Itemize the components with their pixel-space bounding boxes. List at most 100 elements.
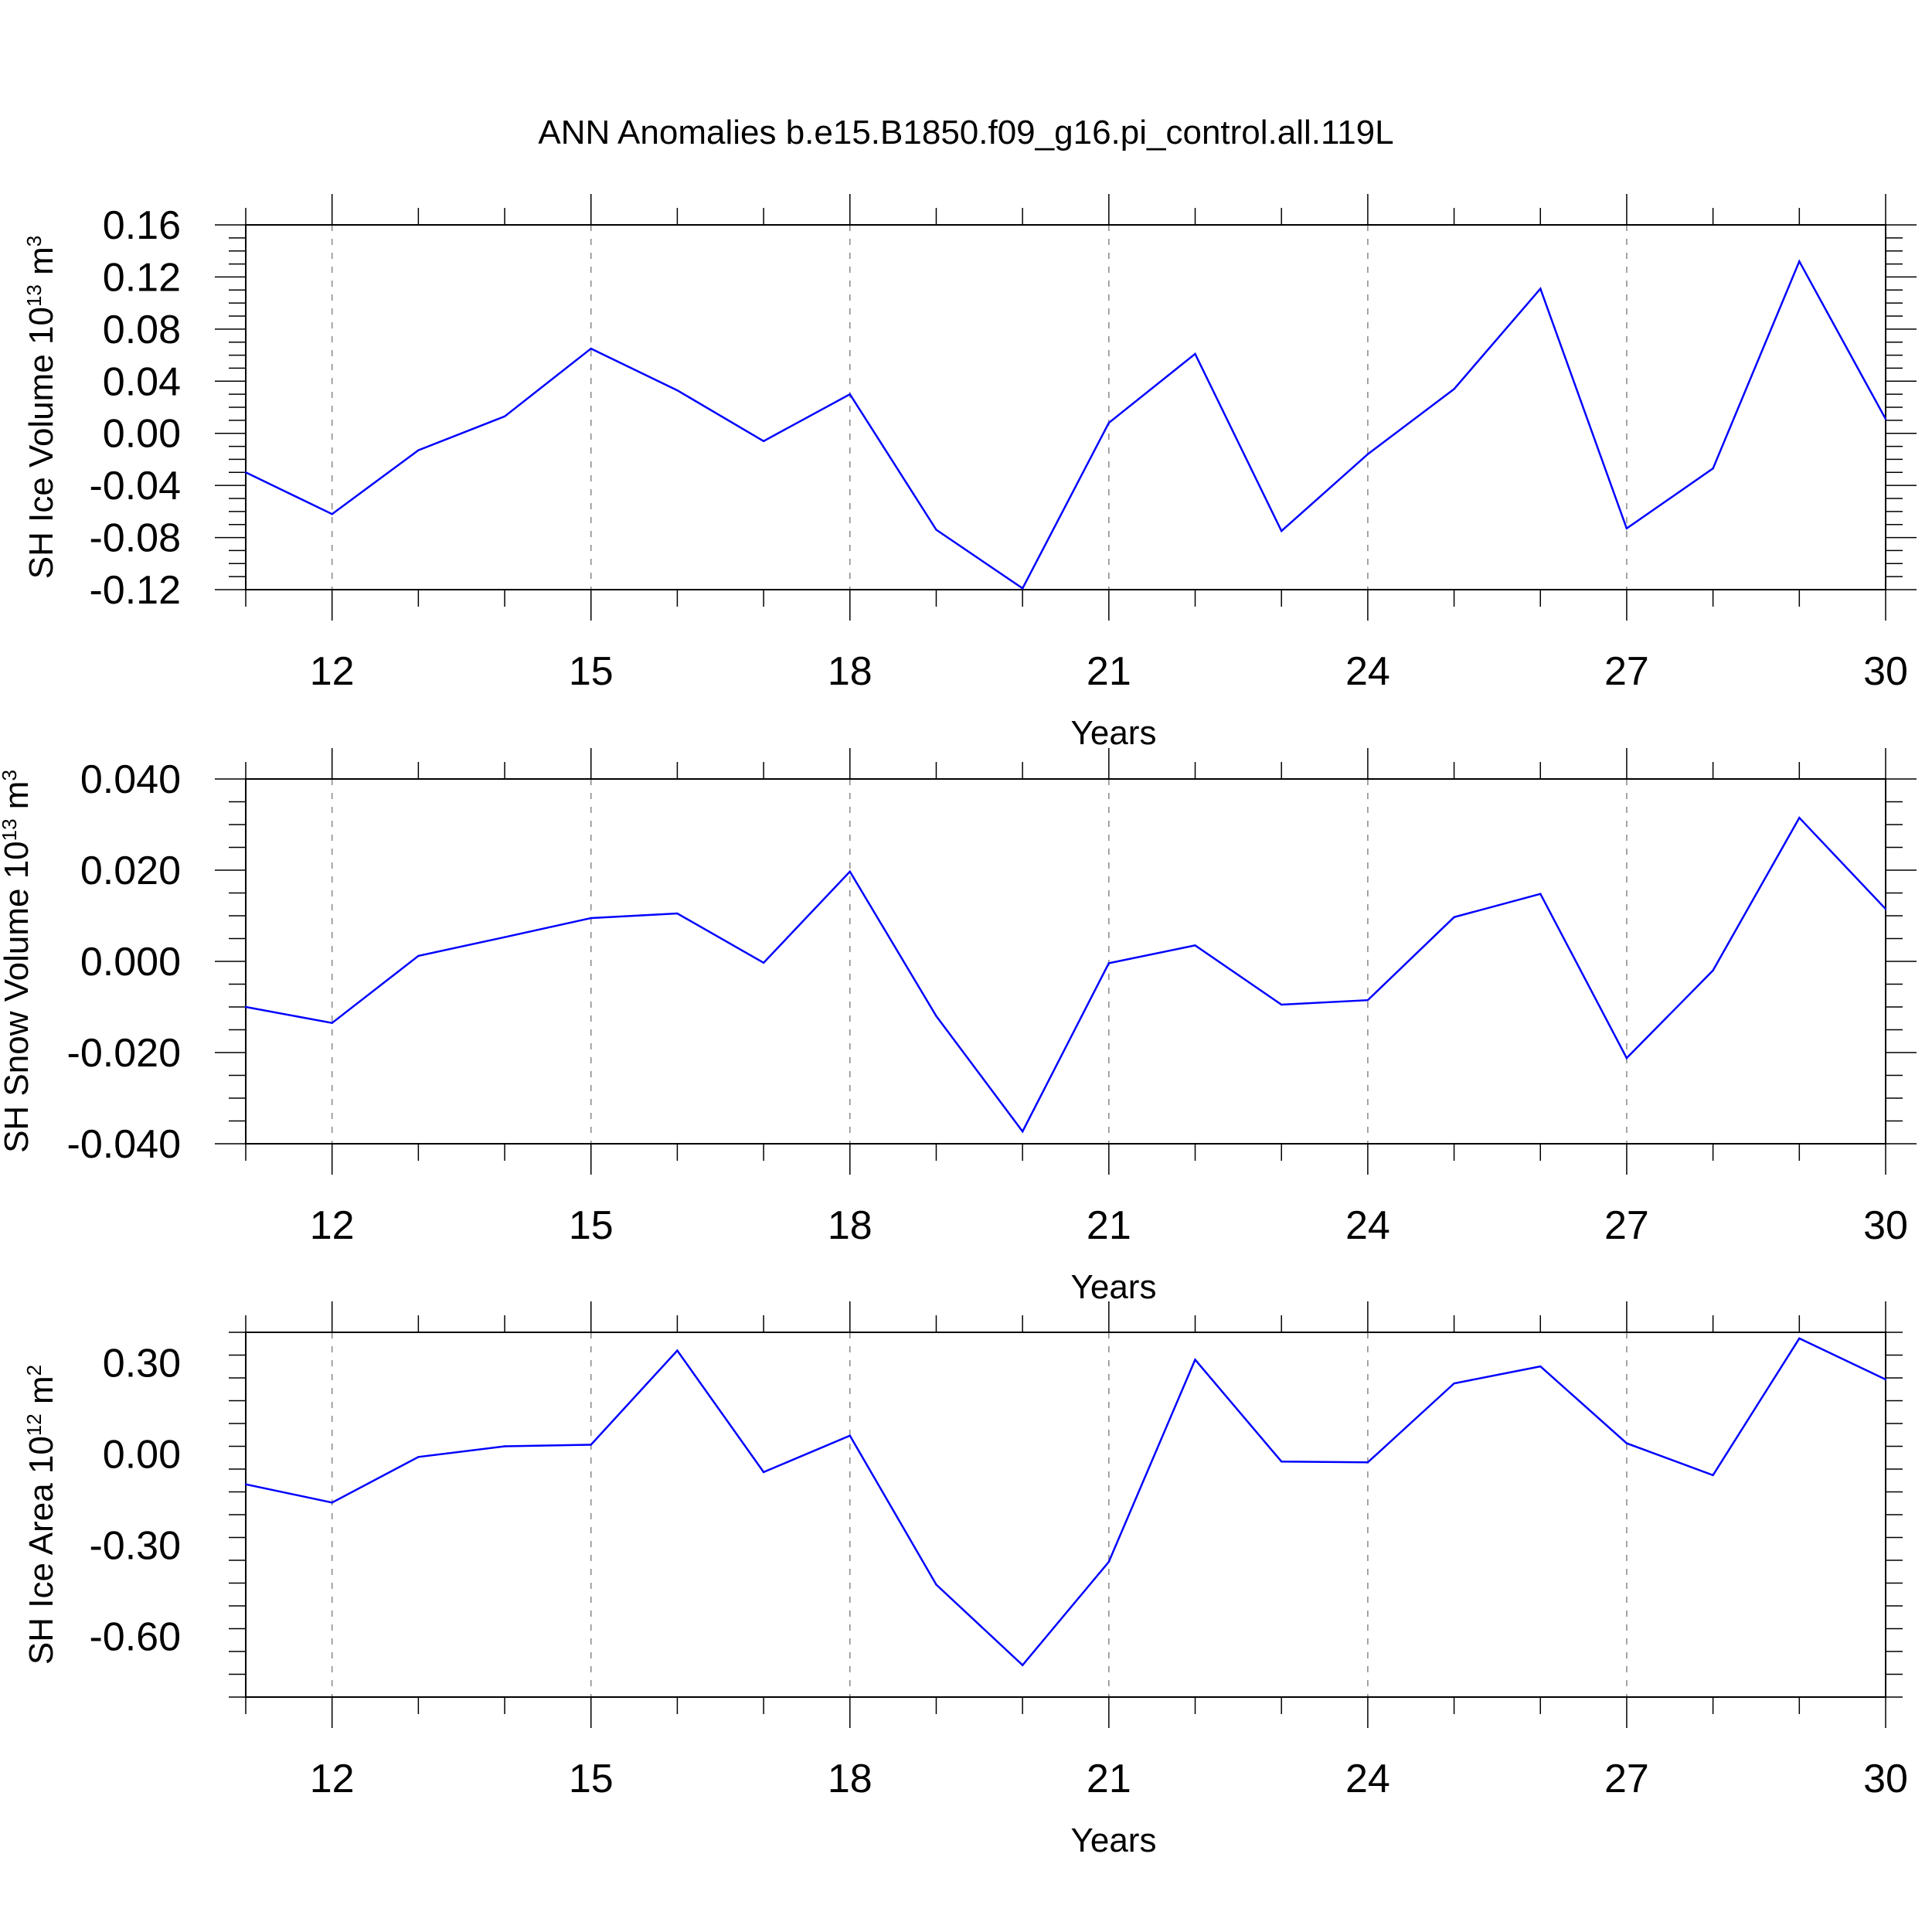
y-tick-label: 0.020 [80,849,181,893]
data-point [244,1005,247,1009]
x-tick-label: 27 [1604,649,1649,694]
y-axis-label-exp: 12 [22,1413,46,1436]
data-point [1194,352,1196,355]
plot-frame [245,224,1886,590]
y-tick-label: 0.000 [80,940,181,985]
data-point [1884,417,1887,420]
y-axis-label: SH Snow Volume 1013 m3 [0,770,36,1153]
y-tick-label: 0.040 [80,757,181,802]
x-tick-label: 12 [310,1203,355,1248]
x-tick-label: 24 [1345,649,1390,694]
data-point [1625,1056,1628,1060]
data-point [1625,527,1628,529]
y-axis-label-unit-exp: 2 [22,1365,46,1376]
series-line [245,816,1886,1134]
x-tick-label: 30 [1863,1757,1908,1801]
data-point [417,1456,420,1458]
y-axis-label-unit-exp: 3 [22,236,46,247]
data-point [1453,916,1455,918]
data-point [503,415,506,417]
data-point [1884,907,1887,910]
data-point [849,393,851,396]
x-tick-label: 27 [1604,1203,1649,1248]
data-point [1194,944,1196,947]
y-tick-label: -0.12 [89,568,181,613]
data-point [1539,1365,1542,1368]
data-point [244,1483,247,1485]
data-point [935,529,937,531]
data-point [1625,1442,1628,1444]
data-point [1107,422,1111,424]
x-tick-label: 27 [1604,1757,1649,1801]
data-point [1281,529,1283,532]
series-line [245,259,1887,590]
data-point [1712,969,1714,972]
data-point [849,1434,851,1437]
y-tick-label: 0.00 [103,1432,181,1477]
data-point [1798,1337,1801,1340]
data-point [1281,1003,1283,1006]
x-axis-label: Years [1071,714,1157,752]
data-point [1712,1474,1714,1477]
y-tick-label: -0.08 [89,516,181,561]
y-tick-label: 0.30 [103,1341,181,1386]
x-tick-label: 18 [828,1203,872,1248]
data-point [1107,1560,1111,1563]
data-point [1366,998,1369,1002]
data-point [1539,893,1542,895]
data-point [1539,287,1542,290]
y-axis-label-main: SH Snow Volume 10 [0,841,36,1153]
x-tick-label: 24 [1345,1757,1390,1801]
x-tick-label: 30 [1863,1203,1908,1248]
data-point [417,954,420,957]
data-point [1366,453,1369,455]
data-point [1798,260,1801,263]
x-axis-label: Years [1071,1821,1157,1859]
y-tick-label: 0.04 [103,359,181,404]
y-axis-label-main: SH Ice Volume 10 [22,307,60,579]
data-point [1194,1359,1196,1361]
data-point [1107,962,1111,964]
y-tick-label: 0.16 [103,203,181,248]
data-point [676,389,679,392]
x-tick-label: 24 [1345,1203,1390,1248]
y-axis-label: SH Ice Volume 1013 m3 [22,236,60,579]
data-point [1712,468,1714,470]
data-point [1453,388,1455,390]
data-point [1366,1461,1369,1464]
data-point [331,1022,333,1024]
chart-panel-3: 12 15 18 21 24 27 30 Years 0.30 0.00 -0.30 -0.60 SH … [22,1301,1908,1859]
x-tick-label: 12 [310,649,355,694]
x-tick-label: 15 [569,1203,614,1248]
data-point [1884,1378,1887,1381]
x-axis-label: Years [1071,1268,1157,1306]
chart-panel-1: 12 15 18 21 24 27 30 Years 0.16 0.12 0.08 0.04 0.00 -… [22,194,1917,752]
data-point [331,513,333,515]
x-tick-label: 18 [828,1757,872,1801]
data-point [590,917,592,920]
x-tick-label: 15 [569,1757,614,1801]
y-tick-label: 0.00 [103,412,181,457]
data-point [762,961,765,964]
data-point [935,1583,937,1586]
data-point [1021,1130,1024,1133]
y-tick-label: 0.08 [103,308,181,352]
y-tick-label: -0.040 [67,1122,181,1167]
y-tick-label: -0.60 [89,1614,181,1659]
series-line [245,1337,1886,1667]
y-axis-label-unit: m [0,781,36,819]
data-point [417,449,420,451]
chart-panel-2: 12 15 18 21 24 27 30 Years 0.040 0.020 0.000 -0.020… [0,748,1917,1306]
data-point [935,1015,937,1018]
data-point [590,347,592,350]
y-axis-label-unit: m [22,247,60,284]
y-tick-label: -0.04 [89,464,181,509]
x-tick-label: 21 [1087,1757,1131,1801]
data-point [676,912,679,915]
x-tick-label: 18 [828,649,872,694]
data-point [1021,587,1024,590]
data-point [1021,1664,1024,1666]
x-tick-label: 15 [569,649,614,694]
y-tick-label: -0.30 [89,1523,181,1568]
x-tick-label: 21 [1087,649,1131,694]
